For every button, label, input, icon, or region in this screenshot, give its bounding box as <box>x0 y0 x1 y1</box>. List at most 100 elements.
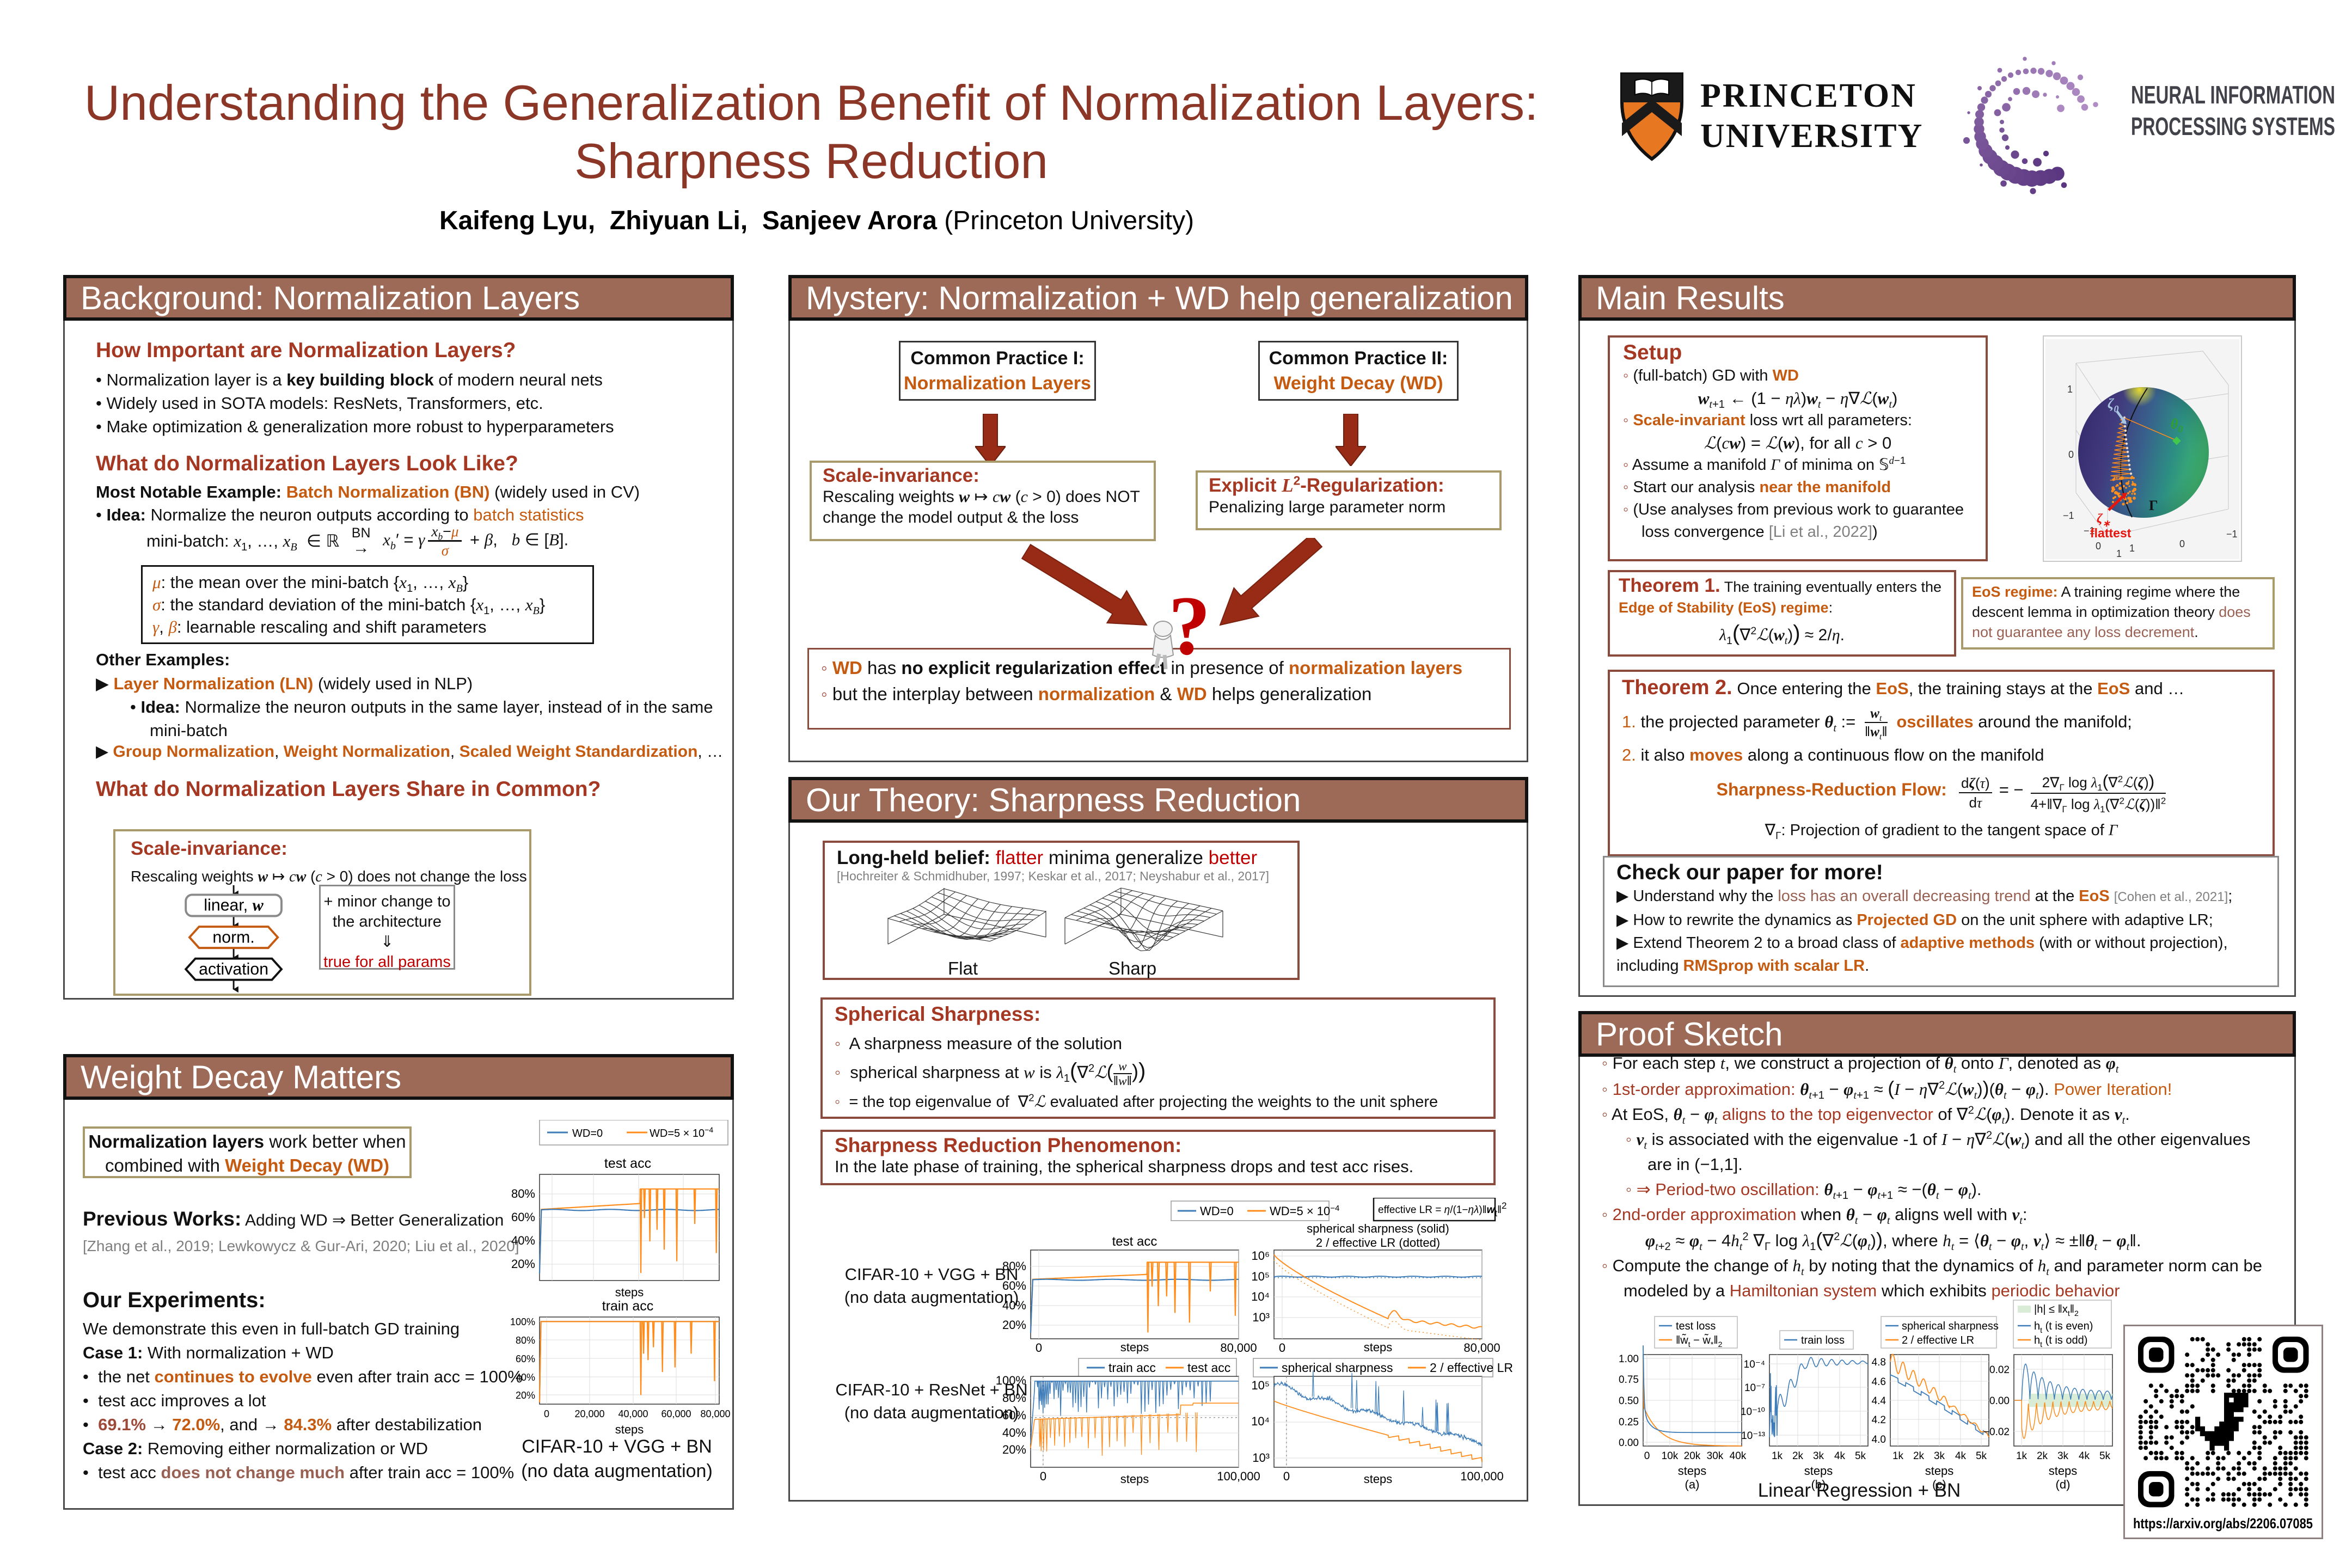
svg-text:1: 1 <box>2129 543 2135 554</box>
svg-text:NEURAL INFORMATION: NEURAL INFORMATION <box>2131 81 2335 109</box>
svg-text:10³: 10³ <box>1252 1310 1270 1324</box>
svg-text:10⁻⁴: 10⁻⁴ <box>1744 1359 1765 1370</box>
svg-text:2 / effective LR: 2 / effective LR <box>1902 1334 1974 1346</box>
svg-text:train acc: train acc <box>602 1298 653 1314</box>
svg-text:10⁻¹³: 10⁻¹³ <box>1741 1430 1765 1442</box>
svg-text:0.02: 0.02 <box>1989 1364 2010 1376</box>
svg-text:(b): (b) <box>1811 1478 1826 1491</box>
svg-text:3k: 3k <box>1813 1450 1824 1462</box>
svg-text:spherical sharpness: spherical sharpness <box>1902 1320 1999 1332</box>
svg-text:1: 1 <box>2067 384 2073 395</box>
svg-text:0: 0 <box>2068 449 2074 460</box>
svg-text:https://arxiv.org/abs/2206.070: https://arxiv.org/abs/2206.07085 <box>2133 1515 2313 1532</box>
svg-text:WD=0: WD=0 <box>1200 1204 1234 1218</box>
svg-text:steps: steps <box>1678 1464 1707 1478</box>
svg-text:5k: 5k <box>2099 1450 2111 1462</box>
svg-text:spherical sharpness: spherical sharpness <box>1282 1361 1393 1375</box>
svg-text:0: 0 <box>1644 1450 1650 1462</box>
svg-text:20,000: 20,000 <box>574 1408 604 1419</box>
svg-text:40%: 40% <box>511 1234 535 1247</box>
svg-text:2k: 2k <box>1913 1450 1925 1462</box>
svg-text:60%: 60% <box>1002 1408 1026 1422</box>
svg-text:−1: −1 <box>2226 529 2238 540</box>
svg-text:test loss: test loss <box>1676 1320 1716 1332</box>
svg-text:1.00: 1.00 <box>1619 1353 1639 1365</box>
svg-text:20%: 20% <box>511 1257 535 1271</box>
svg-text:10k: 10k <box>1662 1450 1679 1462</box>
svg-text:0: 0 <box>1279 1341 1285 1355</box>
svg-text:4k: 4k <box>1834 1450 1846 1462</box>
svg-text:test acc: test acc <box>1187 1361 1230 1375</box>
svg-text:train loss: train loss <box>1801 1334 1845 1346</box>
svg-text:100%: 100% <box>510 1316 535 1327</box>
svg-text:4.0: 4.0 <box>1872 1434 1886 1445</box>
svg-text:0.50: 0.50 <box>1619 1395 1639 1407</box>
svg-text:test acc: test acc <box>1112 1234 1157 1249</box>
svg-text:20%: 20% <box>1002 1443 1026 1456</box>
svg-text:spherical sharpness (solid): spherical sharpness (solid) <box>1307 1222 1449 1235</box>
svg-text:4k: 4k <box>2079 1450 2090 1462</box>
svg-text:20%: 20% <box>1002 1318 1026 1332</box>
svg-text:test acc: test acc <box>604 1156 651 1171</box>
svg-text:20k: 20k <box>1684 1450 1701 1462</box>
svg-text:0: 0 <box>1036 1341 1042 1355</box>
svg-text:4.4: 4.4 <box>1872 1395 1886 1407</box>
svg-text:activation: activation <box>199 960 268 978</box>
svg-text:(d): (d) <box>2056 1478 2071 1491</box>
svg-text:steps: steps <box>615 1423 644 1436</box>
svg-text:10⁻⁷: 10⁻⁷ <box>1744 1382 1765 1394</box>
svg-text:0.00: 0.00 <box>1619 1437 1639 1449</box>
svg-text:2 / effective LR: 2 / effective LR <box>1430 1361 1513 1375</box>
svg-text:4.6: 4.6 <box>1872 1376 1886 1388</box>
svg-text:20%: 20% <box>516 1390 535 1401</box>
svg-text:WD=5 × 10−4: WD=5 × 10−4 <box>1270 1204 1339 1218</box>
svg-text:5k: 5k <box>1976 1450 1987 1462</box>
svg-text:40%: 40% <box>516 1372 535 1383</box>
svg-text:UNIVERSITY: UNIVERSITY <box>1700 118 1923 155</box>
svg-text:0: 0 <box>1040 1469 1046 1483</box>
svg-text:1k: 1k <box>1772 1450 1783 1462</box>
svg-text:3k: 3k <box>1934 1450 1945 1462</box>
svg-text:80%: 80% <box>1002 1391 1026 1405</box>
svg-text:steps: steps <box>1804 1464 1833 1478</box>
svg-text:0: 0 <box>544 1408 549 1419</box>
svg-text:|h| ≤ ‖xt‖2: |h| ≤ ‖xt‖2 <box>2034 1303 2079 1318</box>
svg-text:4.8: 4.8 <box>1872 1357 1886 1368</box>
svg-text:(a): (a) <box>1685 1478 1700 1491</box>
svg-text:PRINCETON: PRINCETON <box>1700 77 1917 114</box>
svg-text:80,000: 80,000 <box>1220 1341 1257 1355</box>
svg-text:flattest: flattest <box>2090 526 2132 540</box>
svg-text:1: 1 <box>2116 548 2122 559</box>
svg-text:steps: steps <box>2049 1464 2078 1478</box>
svg-text:steps: steps <box>615 1285 644 1299</box>
svg-text:ht (t is odd): ht (t is odd) <box>2034 1334 2087 1349</box>
svg-text:10⁵: 10⁵ <box>1251 1270 1270 1283</box>
svg-text:0.25: 0.25 <box>1619 1417 1639 1428</box>
svg-text:ht (t is even): ht (t is even) <box>2034 1320 2093 1334</box>
svg-text:10⁻¹⁰: 10⁻¹⁰ <box>1741 1406 1765 1418</box>
svg-text:steps: steps <box>1120 1340 1149 1354</box>
svg-text:0.00: 0.00 <box>1989 1395 2010 1407</box>
svg-text:WD=0: WD=0 <box>572 1128 603 1140</box>
svg-text:80,000: 80,000 <box>700 1408 730 1419</box>
svg-text:60,000: 60,000 <box>661 1408 691 1419</box>
svg-text:1k: 1k <box>1892 1450 1904 1462</box>
svg-text:WD=5 × 10−4: WD=5 × 10−4 <box>650 1125 713 1140</box>
svg-text:2 / effective LR (dotted): 2 / effective LR (dotted) <box>1316 1236 1440 1250</box>
svg-text:60%: 60% <box>511 1210 535 1224</box>
svg-text:1k: 1k <box>2016 1450 2028 1462</box>
svg-text:2k: 2k <box>2037 1450 2048 1462</box>
svg-text:‖w̃t − w̃*‖2: ‖w̃t − w̃*‖2 <box>1676 1334 1723 1349</box>
svg-text:60%: 60% <box>516 1353 535 1364</box>
svg-text:100%: 100% <box>996 1374 1026 1387</box>
svg-text:4.2: 4.2 <box>1872 1414 1886 1426</box>
svg-text:80%: 80% <box>511 1187 535 1200</box>
svg-text:40,000: 40,000 <box>618 1408 648 1419</box>
svg-text:0: 0 <box>1283 1469 1290 1483</box>
svg-text:PROCESSING SYSTEMS: PROCESSING SYSTEMS <box>2131 112 2335 140</box>
svg-text:0: 0 <box>2096 541 2101 552</box>
svg-text:3k: 3k <box>2057 1450 2069 1462</box>
svg-text:linear, w: linear, w <box>204 896 264 915</box>
svg-text:80,000: 80,000 <box>1463 1341 1500 1355</box>
svg-text:train acc: train acc <box>1108 1361 1156 1375</box>
